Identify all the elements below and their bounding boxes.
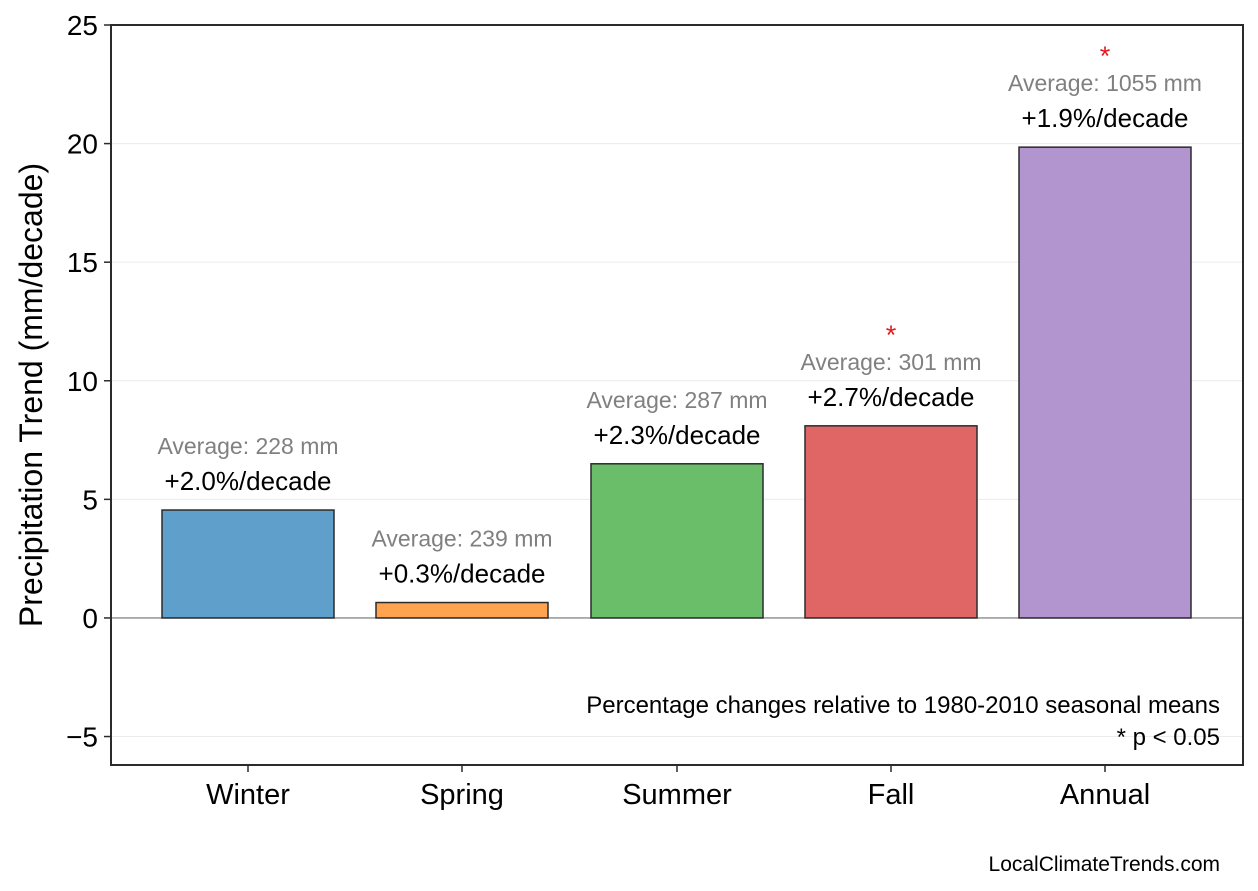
- bar-average-label: Average: 1055 mm: [1008, 70, 1202, 96]
- bar-fall: [804, 425, 978, 619]
- bar-percent-label: +2.3%/decade: [594, 420, 761, 450]
- bars: [161, 146, 1192, 619]
- significance-marker: *: [1100, 41, 1111, 71]
- y-tick-label: −5: [66, 722, 98, 753]
- bar-spring: [375, 601, 549, 619]
- y-tick-label: 20: [67, 129, 98, 160]
- bar-average-label: Average: 287 mm: [586, 387, 767, 413]
- x-axis-ticks: Winter Spring Summer Fall Annual: [206, 765, 1150, 811]
- note-significance-legend: * p < 0.05: [1117, 724, 1220, 751]
- x-tick-label: Annual: [1060, 779, 1150, 811]
- significance-marker: *: [886, 320, 897, 350]
- bar-annual: [1018, 146, 1192, 619]
- x-tick-label: Spring: [420, 779, 504, 811]
- x-tick-label: Summer: [622, 779, 732, 811]
- y-axis-label: Precipitation Trend (mm/decade): [13, 163, 49, 627]
- bar-percent-label: +0.3%/decade: [379, 559, 546, 589]
- y-tick-label: 15: [67, 247, 98, 278]
- y-tick-label: 25: [67, 10, 98, 41]
- bar-winter: [161, 509, 335, 619]
- bar-percent-label: +1.9%/decade: [1022, 103, 1189, 133]
- y-axis-ticks: −5 0 5 10 15 20 25: [66, 10, 111, 753]
- x-tick-label: Winter: [206, 779, 290, 811]
- bar-average-label: Average: 228 mm: [157, 433, 338, 459]
- x-tick-label: Fall: [868, 779, 915, 811]
- y-tick-label: 10: [67, 366, 98, 397]
- bar-annotations: +2.0%/decade Average: 228 mm +0.3%/decade A…: [157, 41, 1202, 588]
- source-credit: LocalClimateTrends.com: [989, 853, 1220, 876]
- bar-average-label: Average: 301 mm: [800, 349, 981, 375]
- bar-percent-label: +2.0%/decade: [165, 466, 332, 496]
- y-tick-label: 0: [82, 603, 98, 634]
- note-percentage-basis: Percentage changes relative to 1980-2010…: [586, 692, 1220, 719]
- y-tick-label: 5: [82, 484, 98, 515]
- bar-summer: [590, 463, 764, 619]
- bar-average-label: Average: 239 mm: [371, 526, 552, 552]
- bar-percent-label: +2.7%/decade: [808, 382, 975, 412]
